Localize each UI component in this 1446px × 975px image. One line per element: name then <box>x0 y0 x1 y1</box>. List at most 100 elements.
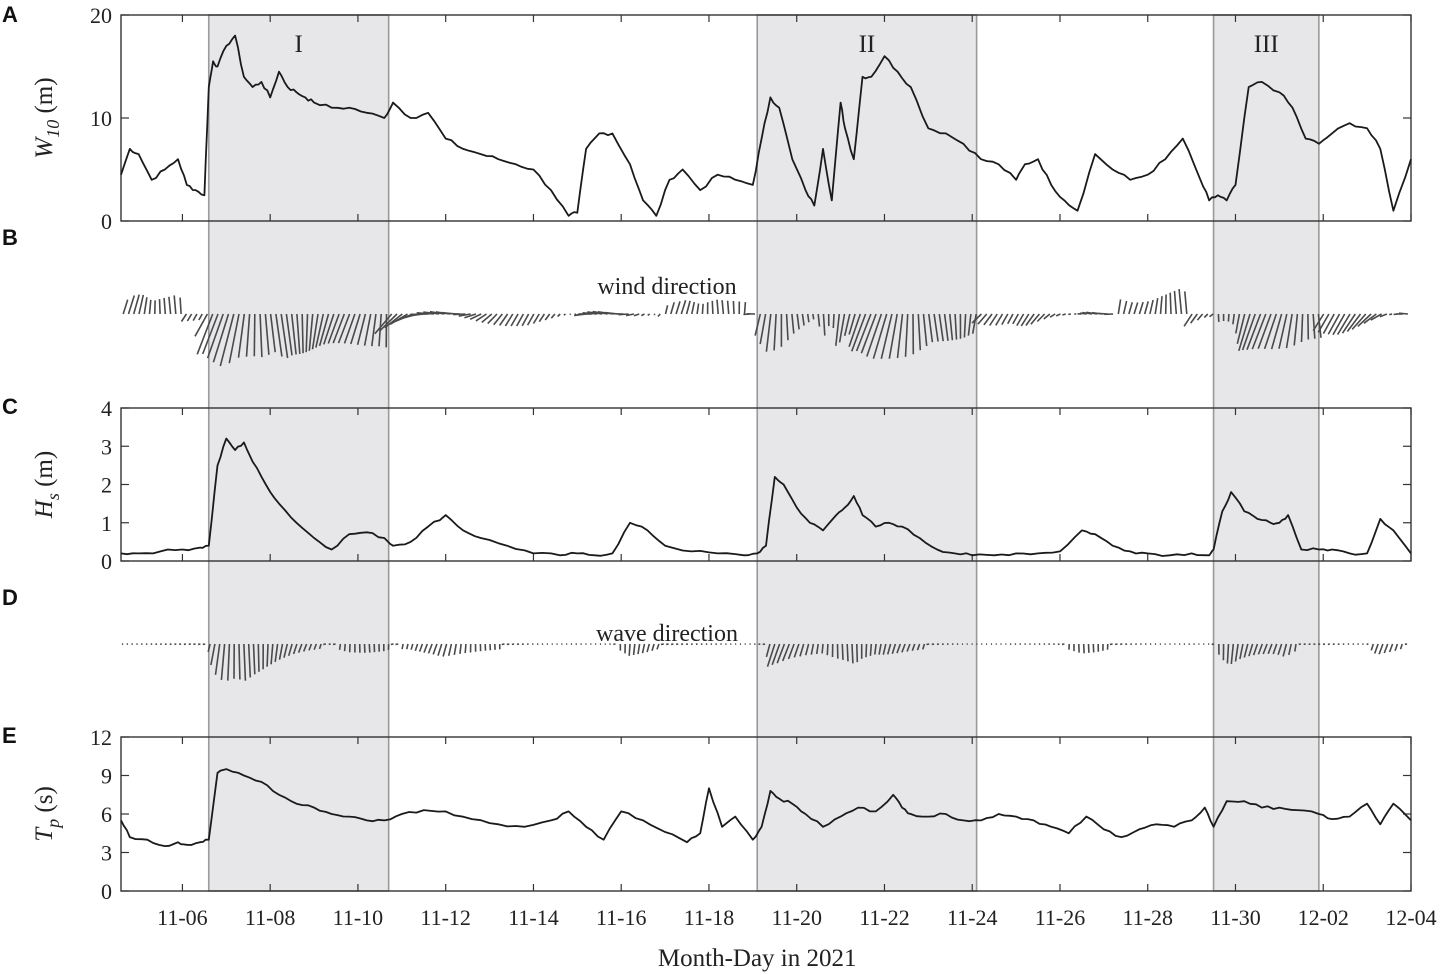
x-tick-label: 11-24 <box>947 905 998 930</box>
direction-vector <box>796 313 800 330</box>
direction-vector <box>332 313 346 344</box>
direction-vector <box>656 643 660 650</box>
x-tick-label: 11-12 <box>420 905 471 930</box>
panel-c: C 0 1 2 3 4 Hs (m) <box>2 394 1412 574</box>
direction-vector <box>290 313 297 355</box>
direction-vector <box>238 643 241 680</box>
direction-vector <box>812 313 815 320</box>
direction-vector <box>127 295 136 315</box>
direction-vector <box>469 313 482 321</box>
direction-vector <box>168 296 172 315</box>
direction-vector <box>917 313 922 351</box>
direction-vector <box>487 313 498 325</box>
direction-vector <box>1239 643 1244 660</box>
y-label-symbol: T <box>31 826 58 842</box>
x-tick-label: 11-18 <box>684 905 735 930</box>
panel-letter-b: B <box>2 225 18 250</box>
direction-vector <box>1025 313 1035 326</box>
x-tick-label: 11-16 <box>596 905 647 930</box>
direction-vector <box>563 313 566 316</box>
direction-vector <box>219 313 235 367</box>
direction-vector <box>143 297 148 315</box>
direction-vector <box>1389 313 1393 316</box>
direction-vector <box>822 313 826 336</box>
direction-vector <box>427 643 433 654</box>
direction-vector <box>437 643 443 656</box>
direction-vector <box>916 643 921 651</box>
direction-vector <box>1149 299 1154 315</box>
x-axis-layer: 11-06 11-08 11-10 11-12 11-14 11-16 11-18 11-20… <box>157 905 1436 972</box>
direction-vector <box>1399 643 1403 650</box>
direction-vector <box>696 303 700 315</box>
direction-vector <box>632 643 636 656</box>
direction-vector <box>198 313 203 321</box>
direction-vector <box>1394 643 1399 651</box>
direction-vector <box>266 643 269 667</box>
direction-vector <box>270 643 274 665</box>
x-tick-label: 11-06 <box>157 905 208 930</box>
direction-vector <box>1133 302 1139 315</box>
direction-vector <box>350 313 361 345</box>
direction-vector <box>1312 313 1316 339</box>
direction-vector <box>675 301 681 315</box>
direction-vector <box>1241 313 1256 351</box>
direction-vector <box>826 643 829 656</box>
direction-vector <box>1332 313 1346 336</box>
event-label-3: III <box>1254 31 1279 58</box>
direction-vector <box>1341 313 1356 334</box>
direction-vector <box>498 313 509 326</box>
direction-vector <box>313 643 318 650</box>
direction-vector <box>1251 313 1267 350</box>
direction-vector <box>296 313 301 354</box>
direction-vector <box>716 299 719 315</box>
direction-vector <box>447 643 453 656</box>
direction-vector <box>259 313 263 358</box>
direction-vector <box>206 313 224 359</box>
direction-vector <box>532 313 540 324</box>
direction-vector <box>458 313 471 317</box>
direction-vector <box>647 313 651 317</box>
direction-vector <box>771 643 781 666</box>
direction-vector <box>922 643 926 650</box>
panel-letter-d: D <box>2 585 18 610</box>
y-label-unit: (m) <box>31 77 58 119</box>
direction-vector <box>754 313 762 336</box>
direction-vector <box>906 643 911 652</box>
direction-vector <box>1398 312 1408 315</box>
y-label-subscript: p <box>43 819 63 830</box>
direction-vector <box>1379 313 1388 318</box>
direction-vector <box>475 313 487 322</box>
x-tick-label: 12-02 <box>1298 905 1349 930</box>
y-tick-label: 3 <box>101 434 112 459</box>
panel-letter-e: E <box>2 723 17 748</box>
panel-letter-c: C <box>2 394 18 419</box>
y-axis-label-e: Tp (s) <box>31 786 63 842</box>
direction-vector <box>1016 313 1025 327</box>
x-axis-label: Month-Day in 2021 <box>658 945 857 972</box>
direction-vector <box>799 643 805 657</box>
direction-vector <box>569 313 572 316</box>
direction-vector <box>269 313 276 353</box>
direction-vector <box>337 313 351 344</box>
annotation-d: wave direction <box>596 621 738 647</box>
direction-vector <box>374 313 393 335</box>
direction-vector <box>977 313 988 325</box>
y-label-unit: (m) <box>31 451 58 493</box>
series-line-c <box>120 437 1412 557</box>
direction-vector <box>401 643 404 650</box>
direction-vector <box>214 643 221 675</box>
direction-vector <box>1055 313 1061 317</box>
direction-vector <box>821 643 824 654</box>
direction-vector <box>785 313 789 341</box>
direction-vector <box>1246 313 1262 350</box>
panel-letter-a: A <box>2 2 18 27</box>
direction-vector <box>640 313 645 317</box>
direction-vector <box>1243 643 1249 658</box>
direction-vector <box>1209 313 1214 318</box>
direction-vector <box>1322 313 1335 334</box>
direction-vector <box>1282 643 1288 657</box>
direction-vector <box>1173 290 1178 315</box>
direction-vector <box>1001 313 1009 325</box>
